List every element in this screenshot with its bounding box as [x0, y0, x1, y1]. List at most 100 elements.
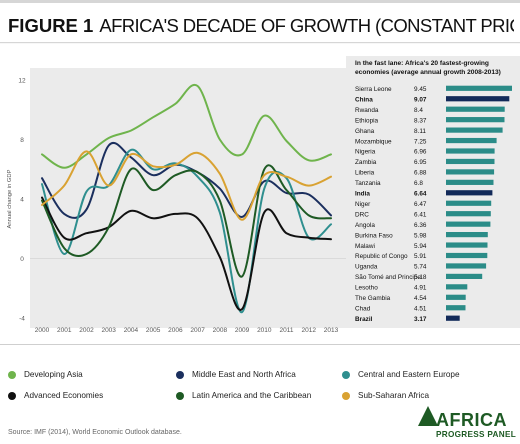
bar — [446, 179, 494, 185]
bar — [446, 315, 460, 321]
bar-value-label: 5.98 — [414, 232, 427, 239]
figure-title: FIGURE 1 AFRICA'S DECADE OF GROWTH (CONST… — [8, 15, 514, 36]
bar-category-label: India — [355, 191, 370, 198]
x-tick-label: 2013 — [324, 327, 339, 334]
bar-value-label: 6.88 — [414, 170, 427, 177]
title-rule-top — [0, 0, 520, 3]
bar — [446, 200, 492, 206]
bar-category-label: DRC — [355, 211, 369, 218]
legend-marker-icon — [342, 370, 350, 379]
bar-category-label: Nigeria — [355, 149, 376, 156]
bar-value-label: 7.25 — [414, 138, 427, 145]
x-tick-label: 2006 — [168, 327, 183, 334]
bar-value-label: 4.91 — [414, 285, 427, 292]
y-tick-label: -4 — [19, 316, 25, 323]
bar — [446, 252, 488, 259]
bar-category-label: Niger — [355, 201, 371, 208]
x-tick-label: 2007 — [190, 327, 205, 334]
bar-category-label: Chad — [355, 305, 371, 312]
source-note: Source: IMF (2014), World Economic Outlo… — [8, 429, 182, 436]
figure-title-text: AFRICA'S DECADE OF GROWTH (CONSTANT PRIC… — [99, 15, 514, 36]
y-tick-label: 0 — [20, 256, 24, 263]
legend-marker-icon — [176, 370, 184, 379]
bar-category-label: Liberia — [355, 170, 375, 177]
bar-value-label: 5.18 — [414, 274, 427, 281]
bar-value-label: 5.91 — [414, 253, 427, 260]
bar-value-label: 6.41 — [414, 211, 427, 218]
bar-value-label: 6.96 — [414, 149, 427, 156]
logo-line1: AFRICA — [436, 410, 507, 430]
bar-value-label: 4.54 — [414, 295, 427, 302]
bar-category-label: Ghana — [355, 128, 375, 135]
africa-progress-panel-logo: AFRICA PROGRESS PANEL — [418, 406, 516, 439]
x-tick-label: 2004 — [124, 327, 139, 334]
logo-line2: PROGRESS PANEL — [436, 430, 516, 439]
bar-value-label: 6.36 — [414, 222, 427, 229]
bar — [446, 127, 503, 133]
y-tick-label: 8 — [20, 137, 24, 144]
legend-item-developing-asia: Developing Asia — [8, 370, 83, 379]
bar-category-label: Zambia — [355, 159, 377, 166]
series-line — [41, 150, 332, 221]
bar-value-label: 5.94 — [414, 243, 427, 250]
bar-category-label: Lesotho — [355, 285, 378, 292]
figure-label: FIGURE 1 — [8, 15, 93, 36]
legend-label: Central and Eastern Europe — [358, 370, 460, 379]
inset-title: In the fast lane: Africa's 20 fastest-gr… — [355, 60, 501, 76]
x-tick-label: 2008 — [213, 327, 228, 334]
series-line — [41, 164, 332, 278]
bar — [446, 232, 488, 238]
y-tick-label: 4 — [20, 197, 24, 204]
bar-value-label: 6.47 — [414, 201, 427, 208]
bar — [446, 190, 493, 196]
bar-value-label: 6.95 — [414, 159, 427, 166]
legend-label: Developing Asia — [24, 370, 83, 379]
x-tick-label: 2009 — [235, 327, 250, 334]
legend-marker-icon — [8, 370, 16, 379]
bar-value-label: 9.07 — [414, 96, 427, 103]
bar — [446, 85, 512, 91]
bar-value-label: 5.74 — [414, 264, 427, 271]
x-tick-label: 2003 — [101, 327, 116, 334]
legend-item-advanced-economies: Advanced Economies — [8, 391, 103, 400]
legend-label: Latin America and the Caribbean — [192, 391, 312, 400]
bar-category-label: Sierra Leone — [355, 86, 392, 93]
logo-triangle-icon — [418, 406, 438, 426]
x-tick-label: 2012 — [302, 327, 317, 334]
bar-value-label: 8.4 — [414, 107, 423, 114]
x-tick-label: 2002 — [79, 327, 94, 334]
y-axis-label: Annual change in GDP — [7, 169, 13, 228]
legend-item-latin-america: Latin America and the Caribbean — [176, 391, 311, 400]
bar-category-label: Burkina Faso — [355, 232, 393, 239]
bar — [446, 211, 491, 217]
bar — [446, 106, 505, 112]
y-tick-label: 12 — [18, 78, 26, 85]
x-tick-label: 2005 — [146, 327, 161, 334]
legend-marker-icon — [176, 391, 184, 400]
line-chart-axes: 12 8 4 0 -4 2000 2001 2002 2003 2004 2005 2006 2007 2… — [7, 78, 346, 334]
bar-category-label: Mozambique — [355, 138, 392, 145]
x-tick-label: 2010 — [257, 327, 272, 334]
bar — [446, 273, 483, 279]
bar-value-label: 6.8 — [414, 180, 423, 187]
bar — [446, 158, 495, 165]
bar — [446, 284, 468, 290]
bar-value-label: 9.45 — [414, 86, 427, 93]
x-tick-label: 2000 — [35, 327, 50, 334]
title-rule-bottom — [0, 42, 520, 44]
x-tick-label: 2011 — [280, 327, 294, 334]
line-chart-series — [41, 83, 332, 314]
legend-item-central-eastern-europe: Central and Eastern Europe — [342, 370, 460, 379]
bar — [446, 263, 487, 269]
bar-value-label: 8.37 — [414, 117, 427, 124]
bar-category-label: Republic of Congo — [355, 253, 408, 260]
legend-label: Sub-Saharan Africa — [358, 391, 430, 400]
legend-label: Advanced Economies — [24, 391, 104, 400]
bar-value-label: 3.17 — [414, 316, 427, 323]
bar — [446, 96, 510, 102]
bar — [446, 169, 495, 175]
bar-chart: Sierra Leone 9.45 China 9.07 Rwanda 8.4 Ethiop… — [355, 85, 512, 323]
bar-value-label: 6.64 — [414, 191, 427, 198]
